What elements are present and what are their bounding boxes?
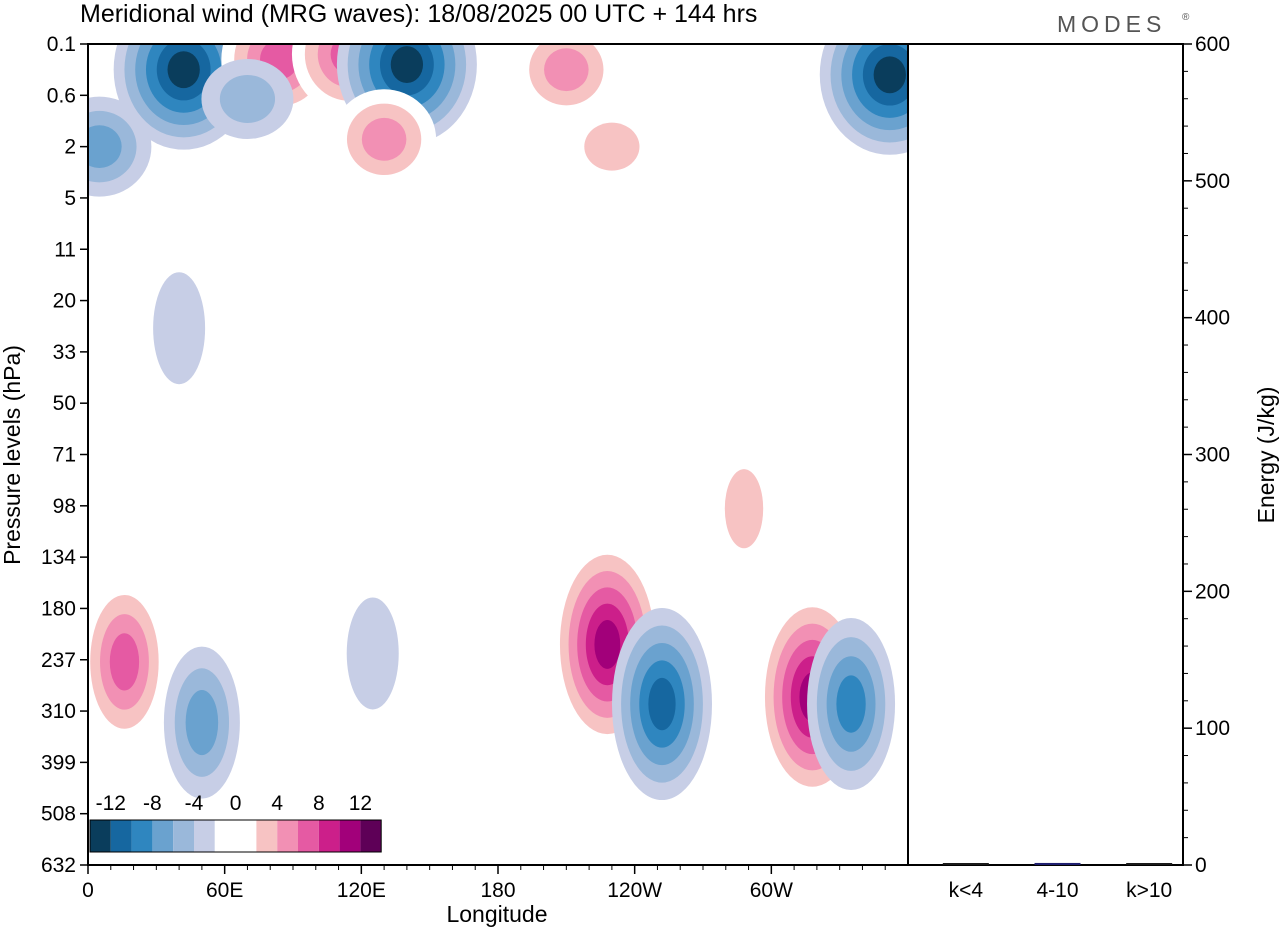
y-tick-label: 399	[41, 751, 76, 774]
energy-tick-label: 0	[1195, 854, 1207, 877]
colorbar-swatch	[173, 820, 194, 852]
contour-2-level-1	[219, 74, 276, 123]
energy-category-label: k<4	[949, 879, 984, 902]
energy-bar	[942, 863, 989, 865]
contour-8-level-5	[873, 56, 906, 94]
y-axis-label: Pressure levels (hPa)	[0, 345, 25, 565]
energy-tick-label: 300	[1195, 444, 1230, 467]
contour-20-level-1	[724, 469, 764, 549]
energy-axis-label: Energy (J/kg)	[1253, 387, 1279, 524]
contour-15-level-0	[346, 597, 399, 710]
brand-logo: MODES	[1057, 11, 1166, 37]
colorbar-swatch	[235, 820, 257, 852]
colorbar-swatch	[298, 820, 319, 852]
contour-7-level-1	[584, 122, 640, 171]
y-tick-label: 180	[41, 597, 76, 620]
colorbar-label: 0	[230, 792, 242, 815]
contour-11-level-0	[244, 256, 297, 369]
energy-tick-label: 200	[1195, 580, 1230, 603]
colorbar-label: 12	[349, 792, 372, 815]
colorbar-label: -12	[96, 792, 126, 815]
energy-bar	[1126, 863, 1173, 865]
contour-10-level-0	[153, 272, 206, 385]
contour-14-level-2	[185, 690, 219, 756]
y-tick-label: 237	[41, 649, 76, 672]
x-tick-label: 120W	[607, 879, 662, 902]
brand-mark: ®	[1182, 12, 1190, 23]
energy-axis: 0 100 200 300 400 500 600	[1183, 33, 1230, 877]
contour-17-level-4	[648, 677, 676, 731]
colorbar-swatch	[131, 820, 153, 852]
contour-13-level-3	[109, 633, 140, 691]
pressure-axis: 0.1 0.6 2 5 11 20 33 50 71 98 134 180 237 310 399 508 63…	[41, 33, 88, 877]
y-tick-label: 134	[41, 546, 76, 569]
x-tick-label: 60W	[750, 879, 793, 902]
energy-bar	[1034, 862, 1081, 865]
y-tick-label: 20	[53, 290, 76, 313]
contour-4-level-5	[390, 46, 424, 83]
colorbar-swatch	[277, 820, 298, 852]
x-tick-label: 60E	[206, 879, 243, 902]
y-tick-label: 33	[53, 341, 76, 364]
chart-title: Meridional wind (MRG waves): 18/08/2025 …	[80, 0, 757, 28]
y-tick-label: 2	[64, 136, 76, 159]
colorbar-swatch	[339, 820, 361, 852]
colorbar-swatch	[90, 820, 111, 852]
energy-tick-label: 500	[1195, 170, 1230, 193]
y-tick-label: 508	[41, 803, 76, 826]
y-tick-label: 0.6	[47, 84, 76, 107]
contour-6-level-2	[544, 48, 589, 92]
colorbar-swatch	[194, 820, 215, 852]
y-tick-label: 71	[53, 444, 76, 467]
contour-12-level-0	[704, 276, 757, 389]
colorbar-label: -8	[143, 792, 162, 815]
energy-tick-label: 100	[1195, 717, 1230, 740]
x-tick-label: 0	[82, 879, 94, 902]
longitude-axis: 0 60E 120E 180 120W 60W	[82, 865, 886, 902]
energy-category-label: k>10	[1126, 879, 1172, 902]
contour-field	[88, 44, 908, 804]
x-axis-label: Longitude	[446, 901, 547, 927]
colorbar-swatch	[256, 820, 278, 852]
colorbar-label: -4	[185, 792, 204, 815]
colorbar-swatch	[152, 820, 174, 852]
y-tick-label: 11	[54, 238, 76, 261]
y-tick-label: 50	[53, 392, 76, 415]
colorbar-swatch	[110, 820, 132, 852]
y-tick-label: 632	[41, 854, 76, 877]
contour-9-level-2	[88, 125, 122, 169]
colorbar: -12 -8 -4 0 4 8 12	[89, 792, 382, 853]
y-tick-label: 0.1	[47, 33, 76, 56]
colorbar-label: 4	[271, 792, 283, 815]
y-tick-label: 5	[64, 187, 76, 210]
y-tick-label: 310	[41, 700, 76, 723]
x-tick-label: 180	[480, 879, 515, 902]
colorbar-swatch	[214, 820, 236, 852]
contour-16-level-5	[594, 619, 621, 669]
energy-tick-label: 600	[1195, 33, 1230, 56]
colorbar-swatch	[360, 820, 382, 852]
energy-frame	[907, 43, 1184, 866]
contour-19-level-3	[836, 675, 866, 733]
colorbar-frame	[89, 819, 382, 853]
y-tick-label: 98	[53, 495, 76, 518]
contour-5-level-2	[361, 117, 407, 161]
colorbar-swatch	[318, 820, 340, 852]
energy-category-label: 4-10	[1036, 879, 1078, 902]
contour-0-level-5	[167, 51, 200, 89]
energy-bars: k<4 4-10 k>10	[942, 862, 1173, 902]
energy-tick-label: 400	[1195, 307, 1230, 330]
x-tick-label: 120E	[337, 879, 386, 902]
colorbar-label: 8	[313, 792, 325, 815]
